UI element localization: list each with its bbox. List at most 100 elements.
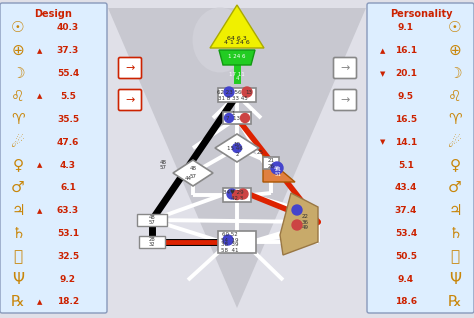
Text: ℞: ℞ (11, 294, 25, 309)
Text: 37.4: 37.4 (395, 206, 417, 215)
Text: 4 1 24 6: 4 1 24 6 (224, 40, 250, 45)
Text: 5.5: 5.5 (60, 92, 76, 101)
Text: ♌: ♌ (448, 89, 462, 104)
Text: ☉: ☉ (448, 20, 462, 36)
Text: ♃: ♃ (448, 203, 462, 218)
Text: ♈: ♈ (11, 112, 25, 127)
Text: ♀: ♀ (449, 157, 461, 172)
Text: Ψ: Ψ (12, 272, 24, 287)
Circle shape (271, 162, 283, 174)
Text: ☄: ☄ (11, 135, 25, 150)
Circle shape (223, 235, 233, 245)
Text: ▲: ▲ (37, 48, 43, 54)
Circle shape (240, 114, 249, 122)
Text: 21: 21 (267, 157, 274, 162)
Polygon shape (219, 50, 255, 65)
Text: 15 46: 15 46 (227, 147, 243, 151)
Text: ⊕: ⊕ (448, 43, 461, 58)
Bar (139, 236, 165, 248)
Text: 14.1: 14.1 (395, 138, 417, 147)
Text: ♂: ♂ (11, 180, 25, 195)
Text: 25: 25 (256, 150, 264, 156)
Text: 58  41: 58 41 (221, 247, 239, 252)
Text: 1
7  13: 1 7 13 (226, 111, 240, 121)
Text: ☉: ☉ (11, 20, 25, 36)
Text: 16.5: 16.5 (395, 115, 417, 124)
Text: Ψ: Ψ (449, 272, 461, 287)
Ellipse shape (192, 8, 247, 73)
FancyBboxPatch shape (0, 3, 107, 313)
Text: 63.3: 63.3 (57, 206, 79, 215)
Text: 9.4: 9.4 (398, 275, 414, 284)
Bar (137, 214, 167, 226)
Text: 46: 46 (274, 165, 280, 170)
Circle shape (225, 114, 234, 122)
Text: →: → (125, 95, 135, 105)
Circle shape (292, 220, 302, 230)
Text: Personality: Personality (390, 9, 452, 19)
Text: 38  39: 38 39 (221, 243, 239, 247)
Polygon shape (263, 155, 295, 182)
Text: ♂: ♂ (448, 180, 462, 195)
Bar (223, 112, 251, 124)
Text: 34♥ 29: 34♥ 29 (223, 190, 243, 195)
Text: 64 6 3: 64 6 3 (227, 36, 247, 40)
Circle shape (242, 87, 252, 97)
Text: 37.3: 37.3 (57, 46, 79, 55)
Text: 20.1: 20.1 (395, 69, 417, 78)
Text: ☽: ☽ (448, 66, 462, 81)
Circle shape (292, 205, 302, 215)
FancyBboxPatch shape (118, 58, 142, 79)
Circle shape (224, 87, 234, 97)
Text: ☽: ☽ (11, 66, 25, 81)
Text: ⛽: ⛽ (450, 249, 460, 264)
Text: 13: 13 (246, 91, 253, 95)
Text: 32.5: 32.5 (57, 252, 79, 261)
FancyBboxPatch shape (334, 89, 356, 110)
Text: 17 11: 17 11 (229, 72, 245, 77)
Text: ♌: ♌ (11, 89, 25, 104)
Text: ♃: ♃ (11, 203, 25, 218)
Circle shape (238, 189, 248, 199)
Text: ☄: ☄ (448, 135, 462, 150)
Text: 4: 4 (235, 77, 239, 81)
Text: 54  19: 54 19 (221, 238, 239, 243)
Text: ⛽: ⛽ (13, 249, 23, 264)
Text: 18.6: 18.6 (395, 298, 417, 307)
FancyBboxPatch shape (367, 3, 474, 313)
Text: 48: 48 (190, 167, 197, 171)
Bar (263, 157, 279, 169)
Text: 21
51: 21 51 (274, 167, 282, 177)
Text: ▲: ▲ (37, 208, 43, 214)
Text: 40.3: 40.3 (57, 24, 79, 32)
Text: →: → (125, 63, 135, 73)
Text: ▼: ▼ (380, 71, 386, 77)
Text: 28
32: 28 32 (149, 237, 155, 247)
Text: →: → (340, 95, 350, 105)
Text: ▲: ▲ (37, 162, 43, 168)
Text: 9.5: 9.5 (398, 92, 414, 101)
Text: ▲: ▲ (37, 299, 43, 305)
Text: 48
57: 48 57 (159, 160, 166, 170)
Text: 43.4: 43.4 (395, 183, 417, 192)
Text: 2: 2 (235, 151, 239, 156)
Text: →: → (340, 63, 350, 73)
Text: 31 8 33 45: 31 8 33 45 (218, 96, 248, 101)
Text: 16.1: 16.1 (395, 46, 417, 55)
Bar (218, 231, 256, 253)
Text: 53.4: 53.4 (395, 229, 417, 238)
Circle shape (233, 143, 241, 153)
Text: 44: 44 (184, 176, 191, 181)
Text: 48
57: 48 57 (149, 215, 155, 225)
Polygon shape (210, 5, 264, 48)
Circle shape (233, 190, 241, 199)
Text: 50.5: 50.5 (395, 252, 417, 261)
Polygon shape (280, 193, 318, 255)
Text: 26: 26 (267, 163, 274, 169)
Polygon shape (215, 134, 259, 162)
Text: ▲: ▲ (37, 93, 43, 100)
Text: 62 23 56: 62 23 56 (217, 91, 241, 95)
Polygon shape (173, 160, 213, 186)
Text: 9.1: 9.1 (398, 24, 414, 32)
Text: ♄: ♄ (11, 226, 25, 241)
